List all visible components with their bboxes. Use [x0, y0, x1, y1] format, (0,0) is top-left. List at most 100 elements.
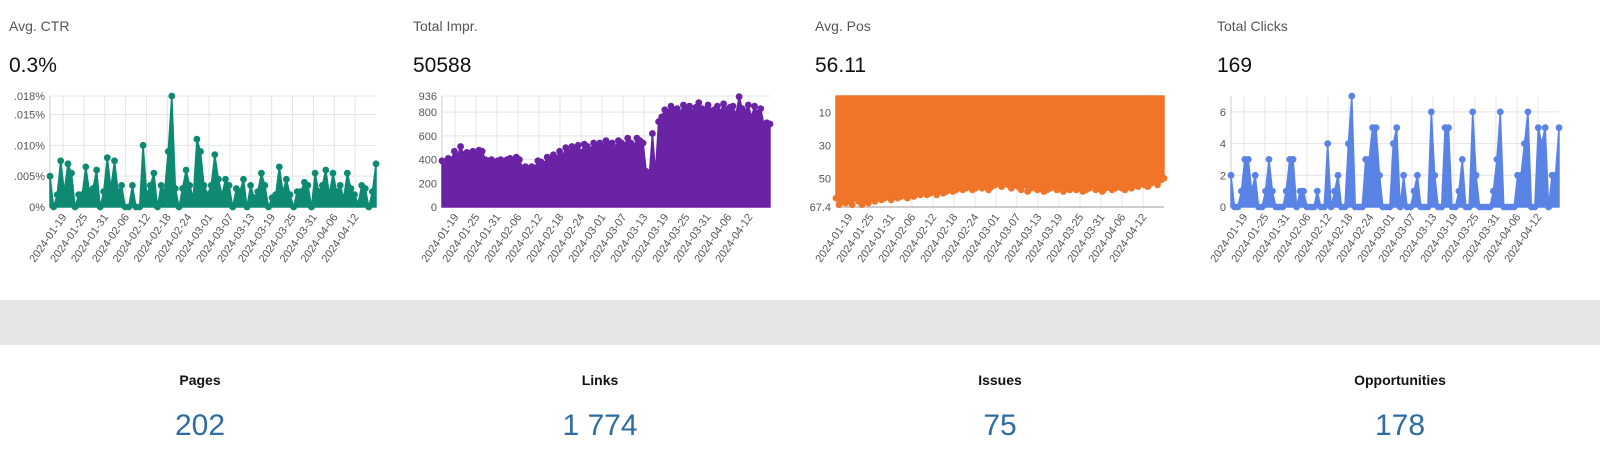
data-point[interactable]: [258, 169, 265, 177]
data-point[interactable]: [1160, 174, 1168, 182]
data-point[interactable]: [933, 191, 941, 199]
data-point[interactable]: [565, 149, 573, 156]
data-point[interactable]: [71, 203, 79, 211]
data-point[interactable]: [1238, 187, 1245, 195]
data-point[interactable]: [1438, 203, 1445, 211]
data-point[interactable]: [347, 185, 355, 192]
data-point[interactable]: [832, 194, 840, 202]
data-point[interactable]: [1465, 203, 1473, 211]
data-point[interactable]: [714, 102, 721, 110]
data-point[interactable]: [871, 198, 879, 205]
data-point[interactable]: [887, 196, 895, 204]
data-point[interactable]: [200, 182, 208, 189]
data-point[interactable]: [1017, 186, 1025, 194]
data-point[interactable]: [1331, 187, 1338, 195]
data-point[interactable]: [182, 166, 190, 174]
data-point[interactable]: [1154, 181, 1161, 189]
data-point[interactable]: [1427, 108, 1435, 116]
data-point[interactable]: [286, 191, 294, 199]
data-point[interactable]: [89, 185, 97, 192]
data-point[interactable]: [1279, 203, 1287, 211]
data-point[interactable]: [1486, 203, 1494, 211]
data-point[interactable]: [322, 166, 330, 174]
data-point[interactable]: [559, 152, 567, 160]
data-point[interactable]: [457, 143, 464, 150]
data-point[interactable]: [100, 188, 108, 196]
data-point[interactable]: [265, 203, 272, 211]
data-point[interactable]: [261, 182, 269, 189]
data-point[interactable]: [157, 182, 165, 189]
data-point[interactable]: [1469, 108, 1477, 116]
data-point[interactable]: [692, 104, 700, 111]
data-point[interactable]: [1327, 203, 1335, 211]
data-point[interactable]: [68, 169, 75, 177]
data-point[interactable]: [326, 191, 333, 199]
data-point[interactable]: [611, 144, 619, 152]
data-point[interactable]: [599, 143, 607, 150]
data-point[interactable]: [336, 182, 344, 189]
data-point[interactable]: [1517, 171, 1525, 179]
data-point[interactable]: [447, 156, 455, 164]
data-point[interactable]: [732, 111, 740, 118]
data-point[interactable]: [222, 175, 229, 183]
data-point[interactable]: [1310, 203, 1318, 211]
data-point[interactable]: [193, 135, 201, 143]
data-point[interactable]: [1248, 187, 1256, 195]
data-point[interactable]: [717, 108, 724, 116]
data-point[interactable]: [1534, 124, 1542, 132]
data-point[interactable]: [50, 203, 57, 211]
data-point[interactable]: [1521, 140, 1528, 148]
data-point[interactable]: [179, 185, 186, 192]
data-point[interactable]: [621, 141, 628, 149]
data-point[interactable]: [751, 102, 758, 110]
stat-links[interactable]: Links 1 774: [400, 345, 800, 461]
data-point[interactable]: [207, 182, 215, 189]
data-point[interactable]: [748, 113, 755, 121]
data-point[interactable]: [658, 113, 666, 121]
data-point[interactable]: [297, 188, 305, 196]
data-point[interactable]: [1496, 108, 1504, 116]
data-point[interactable]: [175, 203, 183, 211]
data-point[interactable]: [1389, 140, 1397, 148]
data-point[interactable]: [1251, 171, 1259, 179]
data-point[interactable]: [139, 141, 147, 149]
data-point[interactable]: [645, 172, 653, 180]
data-point[interactable]: [649, 130, 656, 137]
data-point[interactable]: [103, 154, 111, 162]
data-point[interactable]: [129, 182, 136, 189]
data-point[interactable]: [478, 147, 486, 155]
data-point[interactable]: [136, 203, 144, 211]
data-point[interactable]: [1445, 124, 1452, 132]
data-point[interactable]: [571, 146, 579, 154]
data-point[interactable]: [365, 203, 373, 211]
data-point[interactable]: [1490, 187, 1497, 195]
data-point[interactable]: [143, 191, 151, 199]
data-point[interactable]: [1510, 203, 1518, 211]
data-point[interactable]: [1400, 171, 1407, 179]
data-point[interactable]: [315, 188, 323, 196]
data-point[interactable]: [587, 146, 594, 154]
data-point[interactable]: [243, 203, 251, 211]
data-point[interactable]: [1472, 171, 1480, 179]
data-point[interactable]: [998, 183, 1005, 191]
data-point[interactable]: [1455, 187, 1463, 195]
data-point[interactable]: [333, 188, 340, 196]
data-point[interactable]: [154, 203, 161, 211]
data-point[interactable]: [111, 157, 118, 165]
data-point[interactable]: [283, 175, 290, 183]
data-point[interactable]: [664, 108, 672, 116]
data-point[interactable]: [114, 188, 122, 196]
data-point[interactable]: [642, 168, 650, 175]
data-point[interactable]: [1386, 203, 1394, 211]
data-point[interactable]: [161, 188, 169, 196]
data-point[interactable]: [225, 182, 233, 189]
data-point[interactable]: [735, 93, 743, 101]
data-point[interactable]: [865, 199, 872, 207]
stat-issues[interactable]: Issues 75: [800, 345, 1200, 461]
data-point[interactable]: [275, 163, 283, 171]
data-point[interactable]: [516, 156, 523, 164]
data-point[interactable]: [351, 191, 358, 199]
stat-pages[interactable]: Pages 202: [0, 345, 400, 461]
data-point[interactable]: [1365, 156, 1373, 163]
data-point[interactable]: [630, 143, 638, 150]
